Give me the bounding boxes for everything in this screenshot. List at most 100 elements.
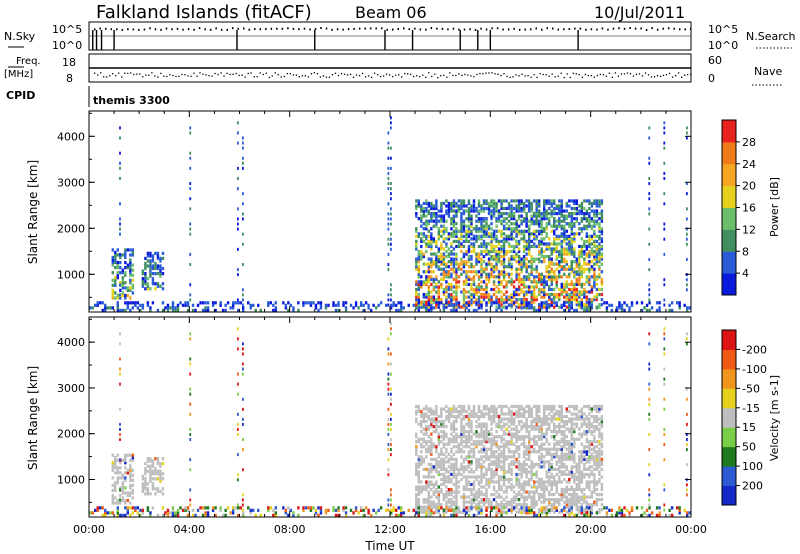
velocity-cell — [510, 455, 513, 459]
power-cell — [242, 217, 244, 221]
velocity-cell — [517, 412, 521, 416]
power-cell — [470, 209, 473, 213]
power-cell — [422, 305, 426, 309]
power-cell — [570, 229, 573, 233]
power-cell — [555, 204, 558, 208]
velocity-cell — [575, 417, 579, 421]
velocity-cell — [490, 460, 493, 464]
velocity-cell — [537, 492, 541, 497]
power-cell — [537, 287, 541, 292]
velocity-cell — [450, 450, 453, 454]
velocity-cell — [121, 491, 125, 495]
velocity-cell — [527, 492, 531, 497]
velocity-cell — [575, 475, 579, 479]
power-cell — [502, 305, 506, 309]
power-cell — [600, 211, 604, 216]
velocity-cell — [420, 480, 423, 484]
power-cell — [635, 301, 639, 305]
power-cell — [510, 222, 513, 226]
power-cell — [146, 251, 150, 255]
velocity-cell — [545, 447, 548, 451]
velocity-cell — [543, 447, 546, 451]
power-cell — [460, 257, 463, 261]
velocity-cell — [492, 498, 496, 502]
power-cell — [445, 204, 448, 208]
velocity-cell — [515, 472, 518, 477]
velocity-cell — [580, 407, 584, 411]
power-cell — [555, 267, 558, 271]
power-cell — [487, 206, 491, 211]
velocity-cell — [532, 465, 536, 469]
cpid-value: themis 3300 — [93, 94, 170, 107]
power-cell — [427, 280, 431, 284]
power-cell — [588, 270, 591, 274]
power-cell — [487, 277, 491, 281]
power-cell — [332, 303, 335, 307]
power-cell — [537, 232, 541, 236]
power-cell — [522, 254, 526, 259]
power-cell — [522, 244, 526, 249]
power-cell — [475, 290, 478, 294]
power-cell — [477, 211, 481, 216]
velocity-cell — [450, 487, 453, 492]
velocity-cell — [543, 508, 546, 512]
power-cell — [502, 257, 506, 261]
velocity-cell — [548, 482, 551, 487]
power-cell — [485, 265, 488, 269]
velocity-cell — [535, 414, 538, 419]
velocity-cell — [490, 409, 493, 414]
power-cell — [124, 248, 127, 252]
velocity-cell — [530, 505, 533, 509]
velocity-cell — [540, 435, 543, 439]
velocity-cell — [475, 412, 478, 416]
velocity-cell — [563, 432, 566, 436]
velocity-cell — [527, 407, 531, 411]
power-cell — [460, 211, 463, 216]
velocity-cell — [442, 482, 446, 487]
power-cell — [545, 275, 548, 279]
velocity-cell — [505, 442, 508, 446]
nave-dot — [404, 72, 406, 75]
power-cell — [648, 197, 651, 201]
velocity-cell — [543, 482, 546, 487]
velocity-cell — [467, 422, 471, 426]
velocity-cell — [578, 470, 581, 474]
velocity-cell — [425, 467, 428, 472]
velocity-cell — [573, 477, 576, 482]
power-cell — [520, 277, 523, 281]
power-cell — [457, 265, 461, 269]
power-cell — [435, 201, 438, 206]
power-cell — [480, 272, 483, 276]
power-cell — [415, 211, 418, 216]
power-cell — [598, 303, 601, 307]
velocity-cell — [472, 440, 476, 444]
power-cell — [191, 308, 195, 312]
velocity-cell — [543, 490, 546, 494]
velocity-cell — [543, 495, 546, 499]
velocity-cell — [450, 462, 453, 466]
velocity-cell — [563, 470, 566, 474]
velocity-cell — [545, 440, 548, 444]
power-cell — [585, 247, 589, 251]
velocity-cell — [442, 445, 446, 449]
power-cell — [578, 262, 581, 266]
power-cell — [387, 212, 390, 216]
velocity-cell — [527, 480, 531, 484]
power-cell — [648, 283, 651, 287]
power-cell — [440, 267, 443, 271]
velocity-cell — [420, 442, 423, 446]
power-cell — [490, 301, 493, 305]
velocity-cell — [432, 425, 436, 429]
power-cell — [460, 249, 463, 254]
velocity-cell — [462, 465, 466, 469]
power-cell — [455, 227, 458, 231]
power-cell — [600, 229, 604, 233]
power-cell — [565, 252, 568, 256]
velocity-cell — [144, 479, 147, 483]
power-x-ticks — [88, 111, 692, 312]
power-cell — [485, 206, 488, 211]
power-cell — [580, 267, 584, 271]
power-cell — [420, 303, 423, 307]
nsky-dot — [380, 27, 383, 30]
velocity-cell — [465, 409, 468, 414]
